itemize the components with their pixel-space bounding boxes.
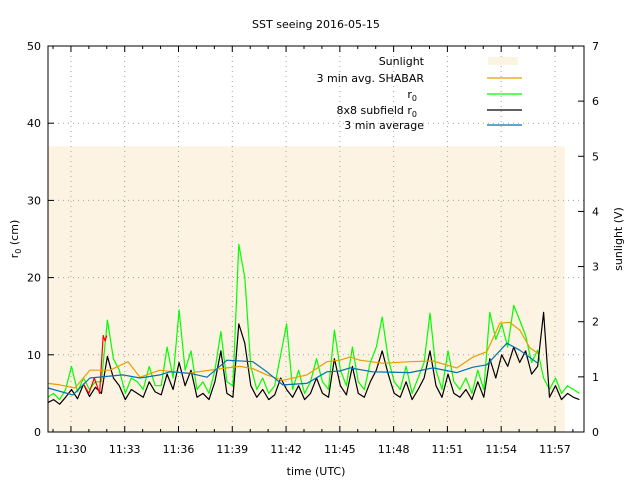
x-tick-label: 11:30 [55, 443, 87, 456]
y-tick-label: 0 [34, 426, 41, 439]
legend-label-sub: 0 [412, 94, 417, 103]
y-tick-label: 10 [27, 349, 41, 362]
plot-frame [47, 45, 585, 433]
series-3-min-avg-shabar [47, 321, 539, 389]
plot-area: 0 10 20 30 40 50 0 1 2 3 4 5 6 7 11:30 11:33 11:36 11:39 1… [27, 40, 599, 456]
y2-tick-label: 4 [592, 205, 599, 218]
y-tick-label: 30 [27, 194, 41, 207]
legend-label: 3 min avg. SHABAR [317, 72, 425, 85]
legend-label-text: r [407, 88, 412, 101]
legend-label: Sunlight [379, 55, 425, 68]
y2-tick-label: 1 [592, 371, 599, 384]
x-tick-label: 11:45 [324, 443, 356, 456]
x-tick-label: 11:48 [378, 443, 410, 456]
y2-tick-label: 2 [592, 316, 599, 329]
y2-tick-label: 0 [592, 426, 599, 439]
y2-tick-label: 6 [592, 95, 599, 108]
legend-label: 3 min average [344, 119, 424, 132]
x-tick-label: 11:54 [485, 443, 517, 456]
y-tick-label: 20 [27, 272, 41, 285]
series-r0-unlabelled-red- [82, 334, 108, 394]
y-label-r: r [8, 253, 21, 258]
x-tick-label: 11:36 [163, 443, 195, 456]
series-8x8-subfield-r0 [47, 311, 580, 405]
legend-label: 8x8 subfield r0 [336, 104, 417, 119]
chart-title: SST seeing 2016-05-15 [252, 18, 380, 31]
y-axis-label: r0 (cm) [8, 220, 23, 258]
series-3-min-average [47, 342, 539, 396]
legend-label-text: 8x8 subfield r [336, 104, 412, 117]
y-label-unit: (cm) [8, 220, 21, 249]
x-axis-label: time (UTC) [287, 465, 346, 478]
y-label-sub: 0 [14, 249, 23, 254]
legend-swatch-sunlight [488, 57, 518, 65]
legend-label-text: Sunlight [379, 55, 425, 68]
y2-tick-label: 5 [592, 150, 599, 163]
x-tick-label: 11:42 [270, 443, 302, 456]
y2-axis-label: sunlight (V) [612, 207, 625, 271]
x-tick-label: 11:57 [539, 443, 571, 456]
legend-label-text: 3 min average [344, 119, 424, 132]
y-tick-label: 40 [27, 117, 41, 130]
legend-label-text: 3 min avg. SHABAR [317, 72, 425, 85]
legend-label-sub: 0 [412, 110, 417, 119]
y-tick-label: 50 [27, 40, 41, 53]
x-tick-label: 11:51 [432, 443, 464, 456]
legend-label: r0 [407, 88, 417, 103]
y2-tick-label: 7 [592, 40, 599, 53]
x-tick-label: 11:33 [109, 443, 141, 456]
y2-tick-label: 3 [592, 261, 599, 274]
x-tick-label: 11:39 [216, 443, 248, 456]
